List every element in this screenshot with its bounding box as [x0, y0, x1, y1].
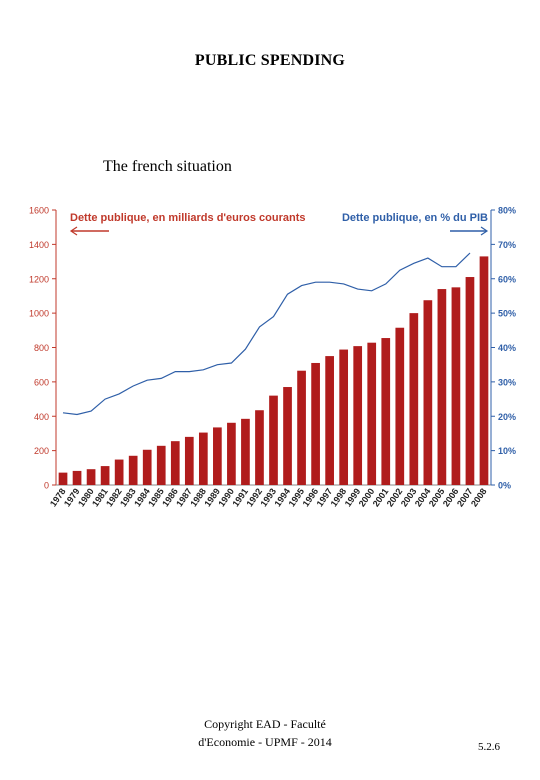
- right-axis: 0% 10% 20% 30% 40% 50% 60% 70% 80%: [490, 206, 516, 491]
- bar: [451, 287, 461, 485]
- arrow-right-icon: [450, 226, 489, 236]
- bar: [465, 277, 475, 485]
- bar: [423, 300, 433, 485]
- right-axis-tick-label: 60%: [498, 274, 516, 284]
- bar: [311, 362, 320, 485]
- page-title: PUBLIC SPENDING: [194, 52, 346, 69]
- bar: [114, 459, 124, 485]
- bar: [437, 289, 447, 485]
- left-axis-tick-label: 1000: [29, 309, 49, 319]
- debt-bars: [58, 256, 489, 485]
- bar: [184, 436, 194, 485]
- right-axis-tick-label: 0%: [498, 481, 511, 491]
- left-axis-tick-label: 1600: [29, 206, 49, 216]
- bar: [142, 449, 152, 485]
- legend-left-text: Dette publique, en milliards d'euros cou…: [70, 212, 306, 224]
- copyright-line-1: Copyright EAD - Faculté: [204, 717, 326, 731]
- x-axis-labels: 1978197919801981198219831984198519861987…: [48, 486, 489, 508]
- bar: [269, 395, 278, 485]
- debt-ratio-series-line: [62, 252, 471, 416]
- left-axis-tick-label: 600: [34, 377, 49, 387]
- bar: [100, 466, 110, 485]
- page-number: 5.2.6: [478, 741, 500, 753]
- bar: [86, 469, 96, 485]
- left-axis-tick-label: 800: [34, 343, 49, 353]
- bar: [283, 387, 292, 485]
- bar: [381, 338, 391, 485]
- bar: [128, 455, 138, 485]
- section-subtitle: The french situation: [103, 158, 232, 175]
- copyright-line-2: d'Economie - UPMF - 2014: [198, 735, 332, 749]
- bar: [156, 445, 166, 485]
- left-axis-tick-label: 200: [34, 446, 49, 456]
- x-axis-label: 2008: [469, 486, 489, 508]
- right-axis-tick-label: 50%: [498, 309, 516, 319]
- right-axis-tick-label: 70%: [498, 240, 516, 250]
- right-axis-tick-label: 10%: [498, 446, 516, 456]
- copyright-notice: Copyright EAD - Faculté d'Economie - UPM…: [170, 715, 360, 751]
- debt-ratio-line: [62, 252, 471, 416]
- legend-right-text: Dette publique, en % du PIB: [342, 212, 488, 224]
- arrow-left-icon: [69, 226, 109, 236]
- left-axis-tick-label: 0: [44, 481, 49, 491]
- right-axis-tick-label: 40%: [498, 343, 516, 353]
- bar: [395, 327, 405, 485]
- bar: [72, 470, 82, 485]
- bar: [170, 441, 180, 485]
- bar: [297, 370, 306, 485]
- bar: [227, 422, 236, 485]
- right-axis-tick-label: 80%: [498, 206, 516, 216]
- bar: [213, 427, 222, 485]
- bar: [241, 418, 250, 485]
- right-axis-tick-label: 30%: [498, 377, 516, 387]
- right-axis-tick-label: 20%: [498, 412, 516, 422]
- bar: [367, 342, 377, 485]
- legend: Dette publique, en milliards d'euros cou…: [69, 212, 489, 236]
- bar: [479, 256, 489, 485]
- bar: [353, 346, 363, 485]
- public-debt-chart: 0 200 400 600 800 1000 1200 1400 1600 0% 10% 20% 30…: [29, 206, 516, 509]
- left-axis-tick-label: 400: [34, 412, 49, 422]
- bar: [255, 410, 264, 485]
- bar: [58, 472, 68, 485]
- bar: [198, 432, 208, 485]
- bar: [325, 356, 334, 485]
- bar: [339, 349, 349, 485]
- left-axis-tick-label: 1200: [29, 274, 49, 284]
- left-axis-tick-label: 1400: [29, 240, 49, 250]
- bar: [409, 313, 419, 485]
